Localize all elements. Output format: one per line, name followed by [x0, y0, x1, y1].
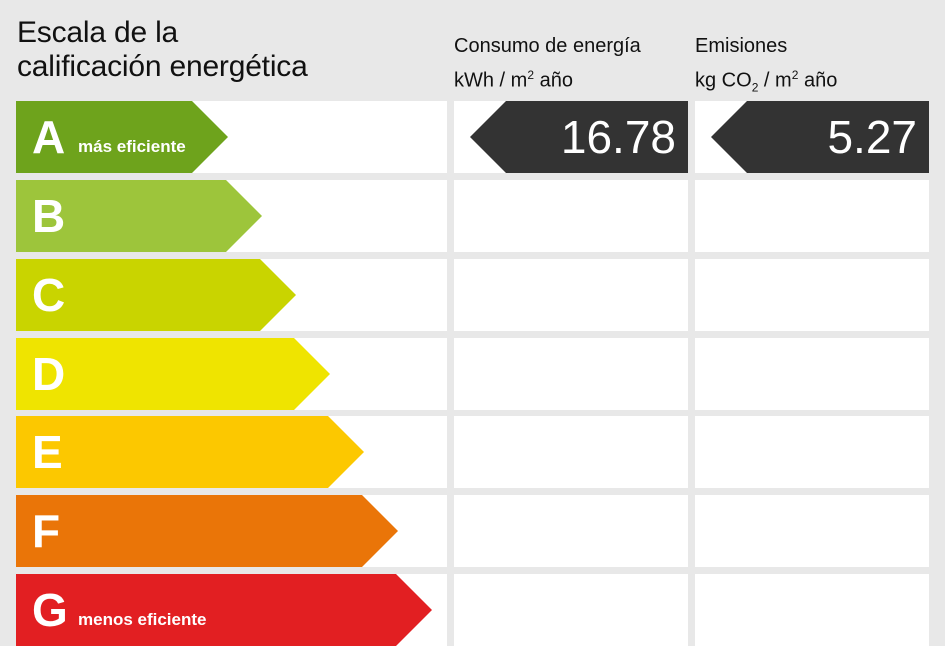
scale-cell: [454, 338, 688, 410]
consumo-header: Consumo de energía kWh / m2 año: [454, 32, 641, 96]
emisiones-header: Emisiones kg CO2 / m2 año: [695, 32, 837, 103]
page-title: Escala de la calificación energética: [17, 16, 308, 83]
rating-letter: G: [32, 584, 68, 636]
rating-arrow-f: F: [16, 495, 398, 567]
scale-cell: [454, 180, 688, 252]
consumo-value-indicator: 16.78: [470, 101, 688, 173]
scale-cell: [454, 574, 688, 646]
scale-cell: [695, 495, 929, 567]
rating-letter: D: [32, 348, 66, 400]
rating-arrow-e: E: [16, 416, 364, 488]
scale-cell: [695, 416, 929, 488]
rating-letter: A: [32, 111, 66, 163]
rating-note: más eficiente: [78, 137, 186, 156]
rating-letter: C: [32, 269, 66, 321]
scale-cell: [454, 416, 688, 488]
rating-arrow-b: B: [16, 180, 262, 252]
scale-cell: [695, 259, 929, 331]
emisiones-unit: kg CO2 / m2 año: [695, 68, 838, 95]
scale-cell: [695, 338, 929, 410]
rating-arrow-d: D: [16, 338, 330, 410]
emisiones-value-indicator: 5.27: [711, 101, 929, 173]
consumo-unit: kWh / m2 año: [454, 68, 573, 92]
rating-note: menos eficiente: [78, 610, 207, 629]
scale-cell: [695, 180, 929, 252]
rating-letter: F: [32, 505, 61, 557]
scale-cell: [695, 574, 929, 646]
rating-letter: B: [32, 190, 66, 242]
rating-letter: E: [32, 426, 63, 478]
scale-cell: [454, 259, 688, 331]
rating-arrow-c: C: [16, 259, 296, 331]
scale-cell: [454, 495, 688, 567]
